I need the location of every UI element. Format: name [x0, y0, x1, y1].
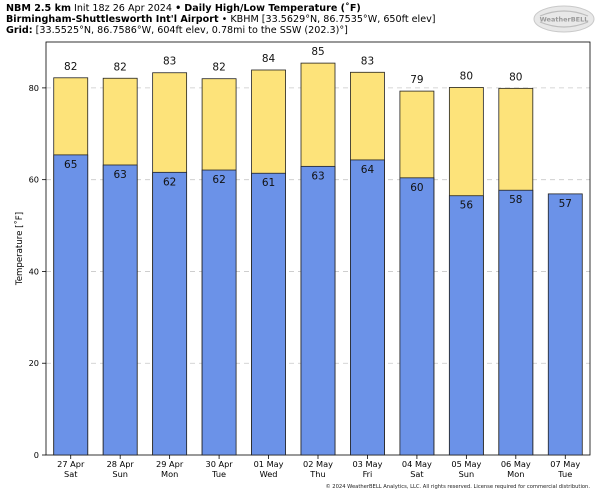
low-temp-bar: [152, 171, 188, 456]
header-separator: •: [221, 14, 228, 25]
header-line-1: NBM 2.5 km Init 18z 26 Apr 2024 • Daily …: [6, 3, 361, 15]
x-tick-label-day: Tue: [211, 469, 226, 479]
high-temp-label: 80: [460, 70, 473, 82]
low-temp-label: 61: [262, 177, 275, 189]
y-tick-label: 80: [29, 83, 39, 93]
model-name: NBM 2.5 km: [6, 3, 71, 14]
low-temp-label: 63: [311, 170, 324, 182]
y-tick-label: 40: [29, 266, 39, 276]
x-tick-label-date: 07 May: [550, 459, 580, 469]
high-temp-label: 83: [361, 55, 374, 67]
x-tick-label-day: Wed: [260, 469, 278, 479]
low-temp-bar: [102, 164, 138, 456]
grid-label: Grid:: [6, 25, 33, 36]
x-tick-label-day: Sun: [459, 469, 475, 479]
low-temp-bar: [300, 165, 336, 456]
low-temp-bar: [251, 172, 286, 456]
high-temp-label: 82: [212, 62, 225, 74]
x-tick-label-date: 01 May: [254, 459, 284, 469]
low-temp-bar: [399, 177, 435, 456]
x-tick-label-day: Mon: [507, 469, 524, 479]
low-temp-label: 60: [410, 182, 423, 194]
low-temp-label: 57: [559, 198, 572, 210]
low-temp-bar: [547, 193, 583, 456]
copyright-footer: © 2024 WeatherBELL Analytics, LLC. All r…: [325, 484, 590, 490]
x-tick-label-date: 04 May: [402, 459, 432, 469]
x-tick-label-date: 03 May: [352, 459, 382, 469]
low-temp-label: 63: [113, 169, 126, 181]
high-temp-label: 85: [311, 46, 324, 58]
x-tick-label-date: 05 May: [451, 459, 481, 469]
high-temp-label: 80: [509, 71, 522, 83]
station-name: Birmingham-Shuttlesworth Int'l Airport: [6, 14, 219, 25]
high-temp-label: 82: [64, 61, 77, 73]
y-axis-label: Temperature [˚F]: [14, 212, 25, 286]
low-temp-bar: [350, 159, 385, 456]
x-tick-label-date: 29 Apr: [156, 459, 184, 469]
low-temp-label: 56: [460, 200, 474, 212]
low-temp-bar: [201, 169, 237, 456]
low-temp-bar: [53, 154, 89, 456]
low-temp-label: 62: [163, 176, 176, 188]
x-tick-label-day: Fri: [363, 469, 373, 479]
x-tick-label-date: 02 May: [303, 459, 333, 469]
header-separator: •: [175, 3, 182, 14]
high-temp-label: 84: [262, 53, 276, 65]
x-tick-label-day: Mon: [161, 469, 178, 479]
y-tick-label: 20: [29, 358, 39, 368]
low-temp-label: 64: [361, 164, 375, 176]
weatherbell-logo: WeatherBELL: [533, 5, 595, 33]
low-temp-label: 65: [64, 159, 77, 171]
x-tick-label-date: 06 May: [501, 459, 531, 469]
x-tick-label-date: 30 Apr: [205, 459, 233, 469]
high-temp-label: 82: [113, 61, 126, 73]
station-info: KBHM [33.5629°N, 86.7535°W, 650ft elev]: [230, 14, 436, 25]
x-tick-label-day: Sun: [112, 469, 128, 479]
y-tick-label: 60: [29, 175, 39, 185]
high-temp-label: 79: [410, 74, 423, 86]
low-temp-label: 58: [509, 194, 522, 206]
logo-text: WeatherBELL: [540, 16, 589, 24]
x-tick-label-day: Thu: [309, 469, 325, 479]
x-tick-label-day: Tue: [557, 469, 572, 479]
init-time: Init 18z 26 Apr 2024: [74, 3, 173, 14]
y-tick-label: 0: [34, 450, 39, 460]
high-temp-label: 83: [163, 56, 176, 68]
low-temp-bar: [448, 195, 484, 456]
x-tick-label-day: Sat: [410, 469, 424, 479]
header-line-2: Birmingham-Shuttlesworth Int'l Airport •…: [6, 14, 436, 26]
grid-info: [33.5525°N, 86.7586°W, 604ft elev, 0.78m…: [35, 25, 348, 36]
x-tick-label-date: 27 Apr: [57, 459, 85, 469]
x-tick-label-day: Sat: [64, 469, 78, 479]
low-temp-label: 62: [212, 174, 225, 186]
chart-title: Daily High/Low Temperature (˚F): [184, 3, 361, 14]
x-tick-label-date: 28 Apr: [107, 459, 135, 469]
low-temp-bar: [498, 189, 534, 456]
header-line-3: Grid: [33.5525°N, 86.7586°W, 604ft elev,…: [6, 25, 348, 37]
